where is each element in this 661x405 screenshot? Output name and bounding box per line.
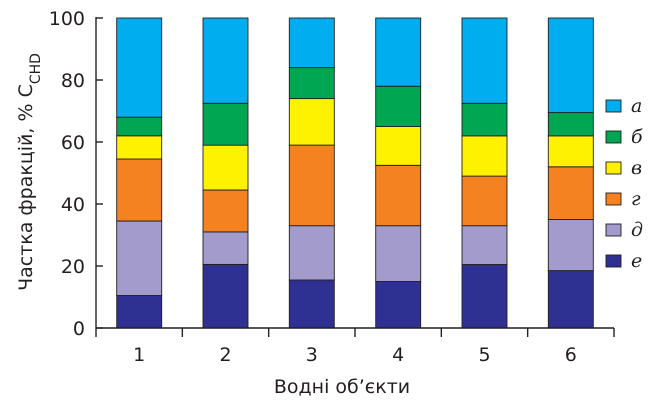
bar-segment-4-2 [375, 225, 422, 282]
legend-label: в [631, 157, 642, 179]
legend-swatch [605, 99, 622, 113]
x-tick-label: 6 [565, 344, 577, 366]
bar-segment-2-5 [202, 102, 249, 146]
bar-segment-1-3 [116, 158, 163, 222]
bar-segment-6-4 [547, 135, 594, 168]
x-tick-label: 4 [392, 344, 404, 366]
legend-swatch [605, 192, 622, 206]
bar-segment-5-5 [461, 102, 508, 137]
legend-swatch [605, 161, 622, 175]
bar-segment-6-2 [547, 219, 594, 272]
bar-segment-6-3 [547, 166, 594, 220]
bar-segment-3-1 [288, 279, 335, 329]
bar-segment-1-6 [116, 17, 163, 118]
bar-segment-1-2 [116, 220, 163, 296]
bar-segment-5-6 [461, 17, 508, 104]
bar-segment-5-1 [461, 263, 508, 329]
bar-segment-3-2 [288, 225, 335, 281]
bar-segment-5-2 [461, 225, 508, 265]
y-tick-label: 0 [73, 318, 85, 340]
legend-swatch [605, 254, 622, 268]
bar-segment-3-4 [288, 98, 335, 146]
y-tick-label: 60 [61, 132, 85, 154]
y-tick-label: 20 [61, 256, 85, 278]
legend-swatch [605, 223, 622, 237]
bar-segment-4-1 [375, 281, 422, 329]
legend-label: а [631, 95, 642, 117]
x-tick-label: 3 [306, 344, 318, 366]
bars-group [116, 17, 594, 329]
bar-segment-3-6 [288, 17, 335, 69]
bar-segment-6-1 [547, 270, 594, 329]
x-tick-label: 2 [219, 344, 231, 366]
bar-segment-2-1 [202, 263, 249, 329]
y-tick-label: 100 [49, 8, 85, 30]
bar-segment-2-2 [202, 231, 249, 265]
bar-segment-3-3 [288, 144, 335, 227]
bar-segment-1-1 [116, 294, 163, 329]
bar-segment-3-5 [288, 67, 335, 100]
x-tick-label: 5 [478, 344, 490, 366]
legend-label: е [631, 250, 642, 272]
bar-segment-4-5 [375, 85, 422, 127]
y-axis-title: Частка фракцій, % CCHD [15, 53, 44, 291]
bar-segment-2-4 [202, 144, 249, 191]
bar-segment-1-5 [116, 116, 163, 137]
legend-label: г [631, 188, 641, 210]
y-tick-label: 80 [61, 70, 85, 92]
bar-segment-5-3 [461, 175, 508, 227]
axes-group: 0 20 40 60 80 100 1 2 3 4 5 6 [49, 8, 615, 366]
legend-swatch [605, 130, 622, 144]
bar-segment-2-6 [202, 17, 249, 104]
legend-label: б [631, 126, 643, 148]
bar-segment-4-3 [375, 164, 422, 227]
y-tick-label: 40 [61, 194, 85, 216]
bar-segment-2-3 [202, 189, 249, 233]
x-axis-title: Водні об’єкти [274, 376, 410, 398]
bar-segment-4-6 [375, 17, 422, 87]
bar-segment-5-4 [461, 135, 508, 177]
bar-segment-6-6 [547, 17, 594, 114]
bar-segment-4-4 [375, 126, 422, 166]
bar-segment-1-4 [116, 135, 163, 160]
legend-label: д [631, 219, 643, 241]
bar-segment-6-5 [547, 112, 594, 137]
x-tick-label: 1 [133, 344, 145, 366]
